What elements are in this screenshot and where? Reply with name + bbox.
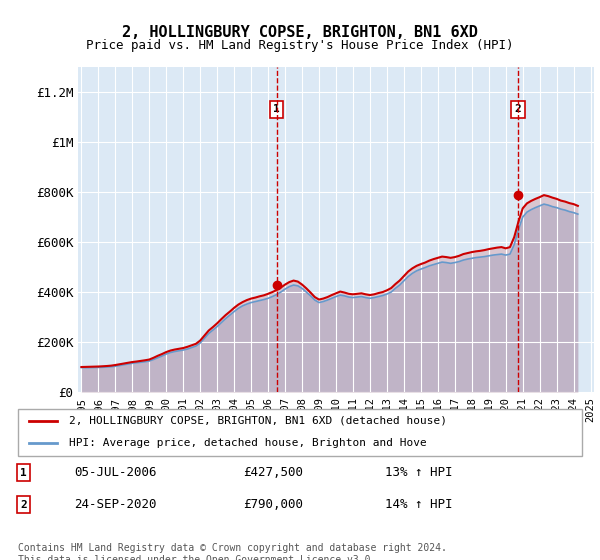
- Text: 05-JUL-2006: 05-JUL-2006: [74, 466, 157, 479]
- Text: 1: 1: [273, 104, 280, 114]
- Text: 24-SEP-2020: 24-SEP-2020: [74, 498, 157, 511]
- Text: 2: 2: [515, 104, 521, 114]
- Text: 14% ↑ HPI: 14% ↑ HPI: [385, 498, 452, 511]
- Text: £427,500: £427,500: [244, 466, 304, 479]
- Text: Contains HM Land Registry data © Crown copyright and database right 2024.
This d: Contains HM Land Registry data © Crown c…: [18, 543, 447, 560]
- Text: 2, HOLLINGBURY COPSE, BRIGHTON, BN1 6XD (detached house): 2, HOLLINGBURY COPSE, BRIGHTON, BN1 6XD …: [69, 416, 447, 426]
- Text: HPI: Average price, detached house, Brighton and Hove: HPI: Average price, detached house, Brig…: [69, 438, 427, 448]
- Text: 2, HOLLINGBURY COPSE, BRIGHTON, BN1 6XD: 2, HOLLINGBURY COPSE, BRIGHTON, BN1 6XD: [122, 25, 478, 40]
- Text: 13% ↑ HPI: 13% ↑ HPI: [385, 466, 452, 479]
- Text: Price paid vs. HM Land Registry's House Price Index (HPI): Price paid vs. HM Land Registry's House …: [86, 39, 514, 52]
- FancyBboxPatch shape: [18, 409, 582, 456]
- Text: £790,000: £790,000: [244, 498, 304, 511]
- Text: 1: 1: [20, 468, 27, 478]
- Text: 2: 2: [20, 500, 27, 510]
